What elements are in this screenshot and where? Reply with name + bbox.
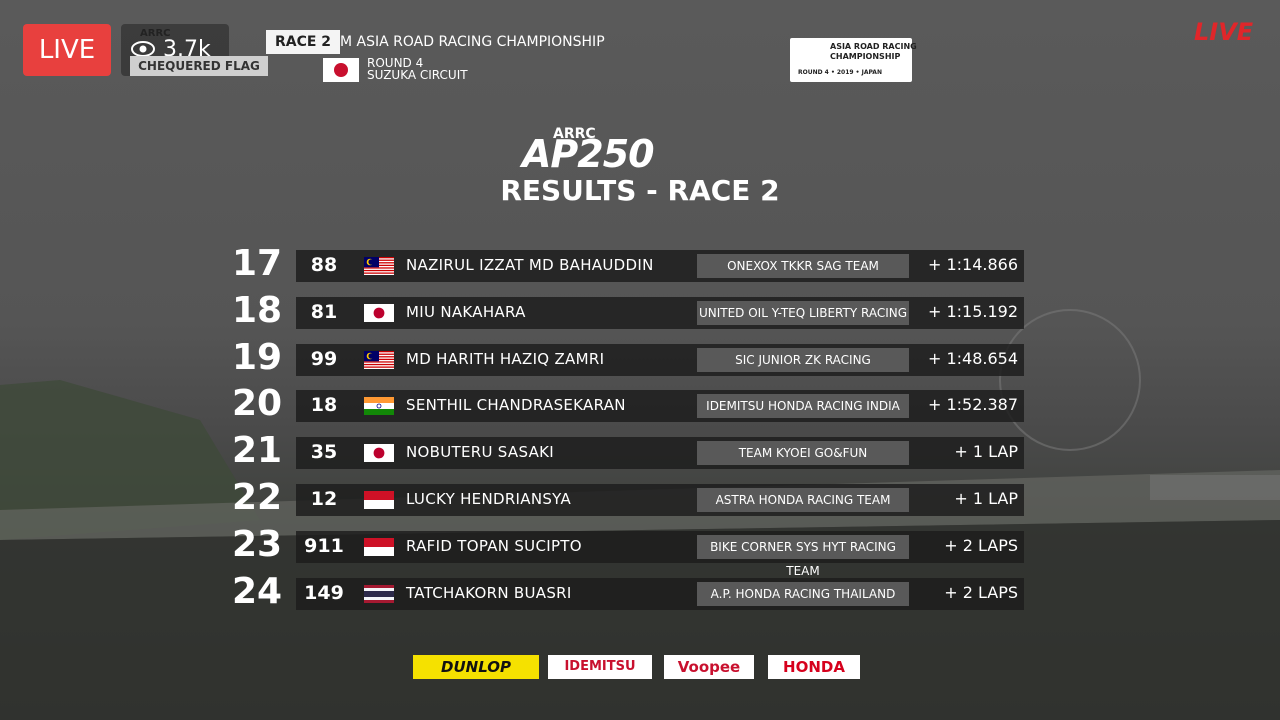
position: 19 <box>231 336 283 378</box>
team-name: ASTRA HONDA RACING TEAM <box>697 488 909 512</box>
team-name: ONEXOX TKKR SAG TEAM <box>697 254 909 278</box>
gap: + 1 LAP <box>954 489 1018 508</box>
country-flag <box>364 537 394 556</box>
position: 24 <box>231 570 283 612</box>
sponsor: Voopee <box>664 655 754 679</box>
country-flag <box>364 444 394 463</box>
team-name: TEAM KYOEI GO&FUN <box>697 441 909 466</box>
position: 17 <box>231 243 283 284</box>
rider-name: RAFID TOPAN SUCIPTO <box>406 536 582 555</box>
team-name: IDEMITSU HONDA RACING INDIA <box>697 394 909 419</box>
sponsor: HONDA <box>768 655 860 679</box>
gap: + 1:15.192 <box>927 301 1018 321</box>
position: 23 <box>231 523 283 565</box>
rider-name: NAZIRUL IZZAT MD BAHAUDDIN <box>406 256 654 274</box>
results-heading: RESULTS - RACE 2 <box>500 174 780 207</box>
live-corner: LIVE <box>1194 18 1254 46</box>
position: 18 <box>231 289 283 331</box>
round: ROUND 4 <box>367 56 424 70</box>
country-flag <box>364 303 394 322</box>
rider-number: 911 <box>304 534 344 557</box>
header-series: ARRC <box>140 28 171 39</box>
rider-number: 12 <box>310 488 338 510</box>
gap: + 2 LAPS <box>944 535 1018 555</box>
title-class: AP250 <box>522 132 655 176</box>
rider-number: 149 <box>304 581 344 604</box>
event-logo-line: ASIA ROAD RACING <box>830 42 917 51</box>
rider-name: SENTHIL CHANDRASEKARAN <box>406 396 626 415</box>
rider-number: 99 <box>310 347 338 370</box>
country-flag <box>364 350 394 369</box>
position: 20 <box>231 383 283 425</box>
event-logo: ASIA ROAD RACING CHAMPIONSHIP ROUND 4 • … <box>790 38 917 82</box>
gap: + 1 LAP <box>954 442 1018 462</box>
sponsor: DUNLOP <box>413 655 539 679</box>
position: 22 <box>231 477 283 518</box>
rider-name: LUCKY HENDRIANSYA <box>406 490 572 508</box>
rider-number: 18 <box>310 394 338 417</box>
country-flag <box>364 397 394 416</box>
gap: + 2 LAPS <box>944 582 1018 602</box>
circuit: SUZUKA CIRCUIT <box>367 68 468 82</box>
race-status: CHEQUERED FLAG <box>130 56 268 76</box>
rider-name: TATCHAKORN BUASRI <box>406 583 572 602</box>
team-name: A.P. HONDA RACING THAILAND <box>697 581 909 606</box>
position: 21 <box>231 430 283 472</box>
event-logo-line: ROUND 4 • 2019 • JAPAN <box>798 69 882 76</box>
gap: + 1:48.654 <box>927 348 1018 368</box>
event-logo-line: CHAMPIONSHIP <box>830 52 901 61</box>
country-flag <box>364 584 394 603</box>
rider-name: MIU NAKAHARA <box>406 302 526 321</box>
country-flag <box>364 257 394 275</box>
gap: + 1:52.387 <box>927 395 1018 415</box>
country-flag <box>364 491 394 509</box>
rider-name: NOBUTERU SASAKI <box>406 443 554 462</box>
rider-number: 88 <box>310 254 338 276</box>
gap: + 1:14.866 <box>927 255 1018 274</box>
sponsor: IDEMITSU <box>548 655 652 679</box>
rider-name: MD HARITH HAZIQ ZAMRI <box>406 349 605 368</box>
rider-number: 81 <box>310 300 338 323</box>
japan-flag <box>323 58 359 82</box>
live-badge: LIVE <box>23 24 111 76</box>
title-series: ARRC <box>553 126 596 142</box>
team-name: BIKE CORNER SYS HYT RACING TEAM <box>697 534 909 578</box>
championship: M ASIA ROAD RACING CHAMPIONSHIP <box>340 34 605 50</box>
race-label: RACE 2 <box>266 30 340 54</box>
rider-number: 35 <box>310 441 338 464</box>
team-name: SIC JUNIOR ZK RACING <box>697 347 909 372</box>
team-name: UNITED OIL Y-TEQ LIBERTY RACING <box>697 300 909 325</box>
